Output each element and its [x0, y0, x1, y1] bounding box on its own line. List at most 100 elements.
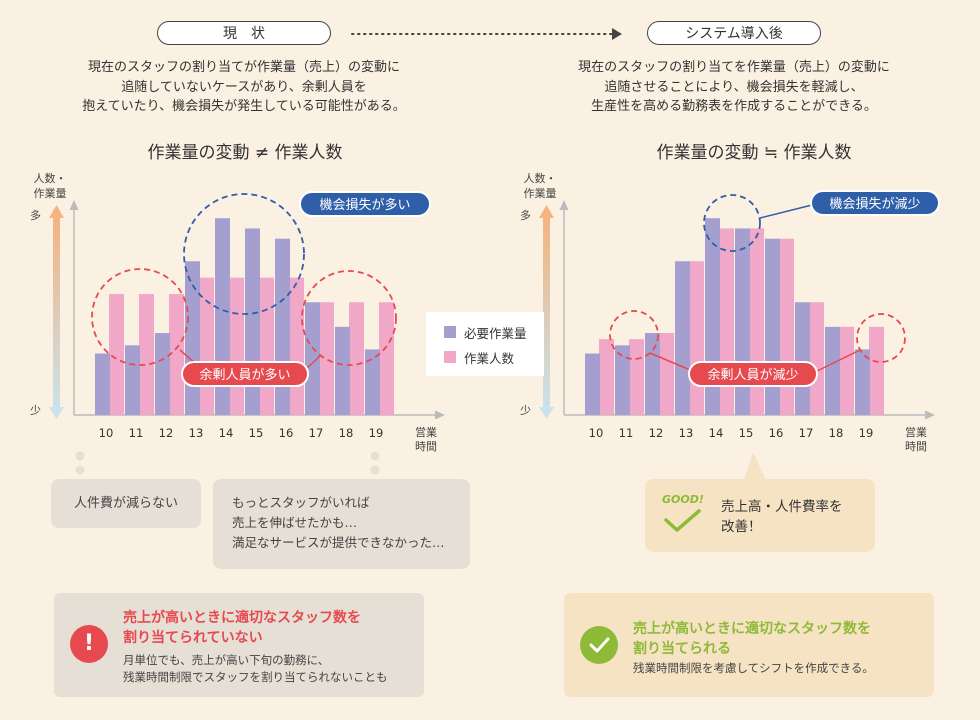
right-loss-callout-bg: [810, 190, 940, 216]
x-tick-right-17: 17: [799, 426, 814, 440]
bar-left-workload-18: [335, 326, 350, 415]
bar-right-workload-10: [585, 353, 600, 415]
x-tick-left-14: 14: [219, 426, 234, 440]
right-surplus-circle-1: [609, 310, 659, 360]
y-axis-label-2: 作業量: [524, 187, 557, 200]
good-bubble: GOOD! 売上高・人件費率を 改善！: [645, 479, 875, 552]
bar-right-workload-12: [645, 333, 660, 415]
bar-right-workload-15: [735, 228, 750, 415]
bar-left-staff-19: [379, 302, 394, 415]
left-surplus-circle-2: [301, 270, 397, 366]
bar-left-workload-15: [245, 228, 260, 415]
bar-right-staff-15: [749, 228, 764, 415]
bar-right-workload-13: [675, 261, 690, 415]
y-scale-gradient-bar: [53, 216, 60, 409]
x-tick-left-15: 15: [249, 426, 264, 440]
bar-right-staff-11: [629, 339, 644, 415]
right-alert-title-2: 割り当てられる: [633, 641, 731, 657]
y-low-label: 少: [30, 404, 41, 417]
thought-bubble-missed: もっとスタッフがいれば 売上を伸ばせたかも… 満足なサービスが提供できなかった…: [213, 479, 470, 569]
bar-left-staff-12: [169, 294, 184, 415]
before-label: 現 状: [157, 21, 331, 45]
bar-right-workload-18: [825, 326, 840, 415]
left-description: 現在のスタッフの割り当てが作業量（売上）の変動に 追随していないケースがあり、余…: [82, 60, 406, 114]
right-alert-title-1: 売上が高いときに適切なスタッフ数を: [633, 621, 871, 637]
x-axis-arrowhead: [435, 410, 445, 420]
x-tick-left-13: 13: [189, 426, 204, 440]
bar-left-staff-18: [349, 302, 364, 415]
y-axis-label-2: 作業量: [34, 187, 67, 200]
bar-right-staff-18: [839, 326, 854, 415]
right-chart-title: 作業量の変動 ≒ 作業人数: [656, 143, 852, 163]
y-low-label: 少: [520, 404, 531, 417]
right-loss-circle: [703, 194, 761, 252]
x-tick-right-18: 18: [829, 426, 844, 440]
x-tick-left-18: 18: [339, 426, 354, 440]
y-scale-arrow-up: [539, 205, 554, 218]
x-tick-left-11: 11: [129, 426, 144, 440]
x-tick-right-19: 19: [859, 426, 874, 440]
y-scale-arrow-down: [49, 407, 64, 419]
x-tick-left-17: 17: [309, 426, 324, 440]
x-axis-label-1: 営業: [415, 425, 437, 439]
y-high-label: 多: [30, 208, 41, 222]
bar-right-workload-19: [855, 349, 870, 415]
good-text-line2: 改善！: [721, 519, 762, 535]
right-loss-callout: 機会損失が減少: [829, 196, 920, 212]
right-surplus-circle-2: [856, 313, 906, 363]
y-scale-arrow-down: [539, 407, 554, 419]
bar-left-workload-12: [155, 333, 170, 415]
left-alert-sub-1: 月単位でも、売上が高い下旬の勤務に、: [123, 653, 330, 667]
y-scale-gradient-bar: [543, 216, 550, 409]
left-alert-box: ! 売上が高いときに適切なスタッフ数を 割り当てられていない 月単位でも、売上が…: [54, 593, 424, 697]
bar-left-staff-17: [319, 302, 334, 415]
check-icon: [580, 626, 618, 664]
y-high-label: 多: [520, 208, 531, 222]
legend-label-series1: 必要作業量: [464, 326, 527, 341]
bar-left-staff-15: [259, 277, 274, 415]
bar-right-workload-11: [615, 345, 630, 415]
x-tick-right-14: 14: [709, 426, 724, 440]
left-surplus-callout-bg: [181, 361, 309, 387]
bar-right-staff-17: [809, 302, 824, 415]
bar-left-staff-16: [289, 277, 304, 415]
after-label: システム導入後: [647, 21, 821, 45]
right-loss-leader: [759, 204, 813, 219]
bar-left-workload-13: [185, 261, 200, 415]
bar-left-staff-10: [109, 294, 124, 415]
bar-left-workload-17: [305, 302, 320, 415]
bar-right-staff-14: [719, 228, 734, 415]
x-axis-label-2: 時間: [905, 440, 927, 453]
x-axis-label-1: 営業: [905, 425, 927, 439]
bar-right-staff-13: [689, 261, 704, 415]
x-tick-right-13: 13: [679, 426, 694, 440]
legend: 必要作業量 作業人数: [426, 312, 544, 376]
good-label: GOOD!: [662, 493, 704, 506]
x-tick-right-11: 11: [619, 426, 634, 440]
x-axis-arrowhead: [925, 410, 935, 420]
right-surplus-leader-1: [649, 352, 696, 373]
bar-right-staff-10: [599, 339, 614, 415]
bar-left-staff-14: [229, 277, 244, 415]
thought-dots-left: [75, 451, 380, 475]
bar-left-workload-16: [275, 238, 290, 415]
legend-swatch-series2: [444, 351, 456, 363]
left-alert-sub-2: 残業時間制限でスタッフを割り当てられないことも: [123, 670, 388, 684]
right-surplus-leader-2: [814, 349, 861, 373]
bar-left-staff-11: [139, 294, 154, 415]
bar-left-workload-19: [365, 349, 380, 415]
left-chart-title: 作業量の変動 ≠ 作業人数: [147, 143, 343, 163]
good-text-line1: 売上高・人件費率を: [721, 499, 843, 515]
right-alert-box: 売上が高いときに適切なスタッフ数を 割り当てられる 残業時間制限を考慮してシフト…: [564, 593, 934, 697]
legend-label-series2: 作業人数: [464, 351, 515, 366]
right-description: 現在のスタッフの割り当てを作業量（売上）の変動に 追随させることにより、機会損失…: [578, 60, 890, 114]
bar-left-workload-11: [125, 345, 140, 415]
x-axis-label-2: 時間: [415, 440, 437, 453]
bar-right-workload-16: [765, 238, 780, 415]
x-tick-left-16: 16: [279, 426, 294, 440]
bar-right-staff-12: [659, 333, 674, 415]
left-surplus-leader-2: [304, 355, 321, 371]
y-axis-label-1: 人数・: [34, 172, 67, 185]
